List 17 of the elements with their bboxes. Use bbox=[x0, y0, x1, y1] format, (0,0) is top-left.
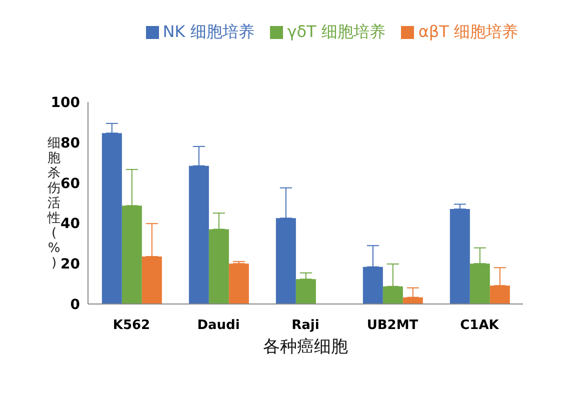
text: 细胞杀伤活性(%) bbox=[48, 136, 60, 270]
y-tick-label: 100 bbox=[50, 94, 80, 111]
y-tick-label: 0 bbox=[70, 296, 80, 313]
legend-label: γδT 细胞培养 bbox=[287, 22, 386, 41]
x-tick-label: K562 bbox=[112, 318, 150, 334]
y-tick-label: 40 bbox=[60, 216, 80, 232]
y-tick-label: 80 bbox=[60, 135, 80, 152]
x-tick-label: UB2MT bbox=[366, 318, 418, 334]
y-tick-label: 20 bbox=[60, 256, 80, 273]
x-tick-label: Daudi bbox=[197, 318, 240, 334]
x-tick-label: C1AK bbox=[460, 318, 500, 334]
x-tick-label: Raji bbox=[292, 318, 320, 334]
legend-label: NK 细胞培养 bbox=[162, 22, 254, 41]
x-axis-title: 各种癌细胞 bbox=[263, 337, 348, 357]
y-tick-label: 60 bbox=[60, 176, 80, 192]
bar bbox=[228, 264, 249, 304]
legend-label: αβT 细胞培养 bbox=[418, 22, 518, 41]
